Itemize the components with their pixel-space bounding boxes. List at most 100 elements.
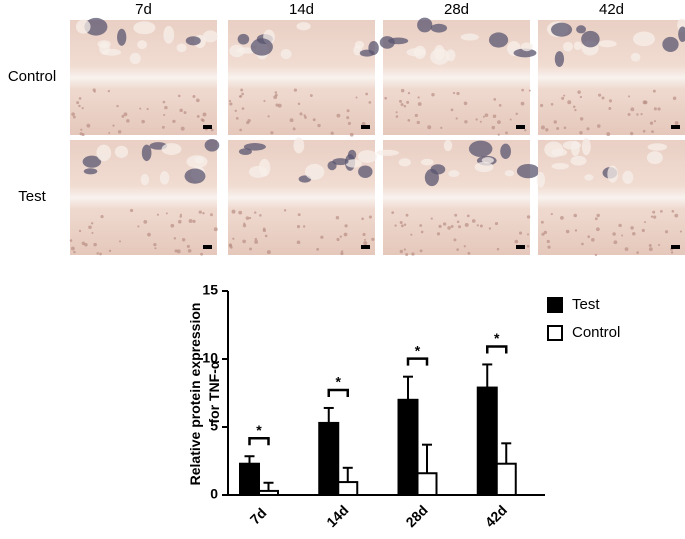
cell — [659, 209, 663, 213]
cell — [567, 100, 572, 105]
cell — [347, 121, 351, 125]
cell — [405, 252, 409, 256]
cell — [488, 227, 492, 230]
cell-cluster — [82, 155, 102, 168]
cell — [339, 235, 342, 238]
cell — [153, 243, 157, 247]
cell — [565, 229, 570, 234]
cell — [674, 213, 679, 218]
significance-bracket — [248, 436, 270, 446]
cell — [234, 109, 237, 112]
cell-cluster — [554, 51, 565, 67]
cell — [86, 123, 91, 128]
cell-cluster — [129, 52, 141, 64]
cell-cluster — [573, 41, 582, 51]
cell — [528, 89, 531, 92]
cell — [546, 239, 550, 244]
cell-cluster — [250, 38, 273, 56]
cell-cluster — [237, 33, 250, 45]
cell — [664, 230, 669, 234]
cell — [229, 102, 233, 106]
cell — [384, 96, 387, 100]
cell — [317, 123, 321, 128]
cell — [497, 133, 500, 136]
cell — [417, 102, 422, 106]
cell — [411, 252, 415, 256]
cell — [447, 226, 451, 230]
micrograph — [538, 140, 685, 255]
cell — [640, 113, 643, 116]
cell — [454, 213, 458, 217]
significance-bracket — [486, 345, 508, 354]
column-label: 7d — [135, 1, 152, 18]
cell — [146, 107, 149, 111]
cell — [262, 227, 266, 231]
cell — [209, 213, 213, 217]
cell — [630, 107, 635, 112]
cell — [254, 237, 258, 241]
cell — [79, 132, 83, 136]
cell — [540, 125, 545, 130]
bar — [318, 421, 340, 497]
cell-cluster — [597, 40, 617, 48]
cell — [497, 120, 501, 124]
cell — [403, 223, 407, 226]
cell-cluster — [296, 22, 311, 31]
cell — [213, 227, 218, 232]
legend-swatch — [547, 325, 563, 341]
cell — [493, 98, 497, 101]
cell — [553, 120, 557, 124]
cell-cluster — [354, 40, 365, 49]
cell-cluster — [379, 36, 395, 49]
cell — [80, 128, 83, 131]
cell — [198, 210, 202, 214]
cell — [494, 221, 499, 226]
cell — [141, 119, 145, 124]
cell-cluster — [460, 33, 479, 41]
cell — [624, 247, 629, 251]
cell — [671, 209, 675, 213]
cell — [368, 215, 372, 219]
cell — [479, 224, 483, 228]
y-tick-label: 0 — [210, 486, 218, 502]
cell — [643, 221, 647, 224]
cell — [241, 107, 245, 110]
cell-cluster — [581, 137, 591, 156]
cell — [419, 224, 423, 227]
cell — [201, 119, 205, 122]
cell — [254, 211, 257, 214]
cell-cluster — [417, 17, 433, 33]
cell — [156, 213, 159, 216]
cell — [118, 240, 122, 243]
cell-cluster — [468, 140, 493, 157]
cell — [335, 216, 340, 220]
cell — [574, 229, 578, 232]
cell — [196, 114, 200, 118]
cell — [627, 113, 631, 116]
cell — [515, 112, 519, 116]
legend-label: Test — [572, 296, 600, 313]
bar — [397, 398, 419, 496]
cell-cluster — [536, 171, 546, 188]
bar — [258, 489, 279, 497]
cell — [264, 234, 268, 238]
cell — [202, 112, 207, 117]
cell — [266, 250, 271, 255]
significance-label: * — [256, 422, 262, 438]
x-tick-label: 28d — [402, 502, 430, 530]
cell — [509, 118, 512, 121]
cell — [245, 216, 250, 220]
cell-cluster — [202, 30, 218, 43]
cell — [456, 91, 460, 96]
cell — [649, 121, 654, 125]
cell — [514, 239, 519, 244]
cell — [577, 90, 581, 94]
cell — [601, 96, 605, 100]
y-axis-label: Relative protein expression for TNF-α — [187, 299, 222, 486]
cell — [179, 108, 183, 113]
cell — [648, 247, 653, 251]
y-tick-label: 15 — [202, 282, 218, 298]
cell-cluster — [481, 157, 494, 164]
legend-swatch — [547, 297, 563, 313]
cell — [406, 100, 410, 104]
